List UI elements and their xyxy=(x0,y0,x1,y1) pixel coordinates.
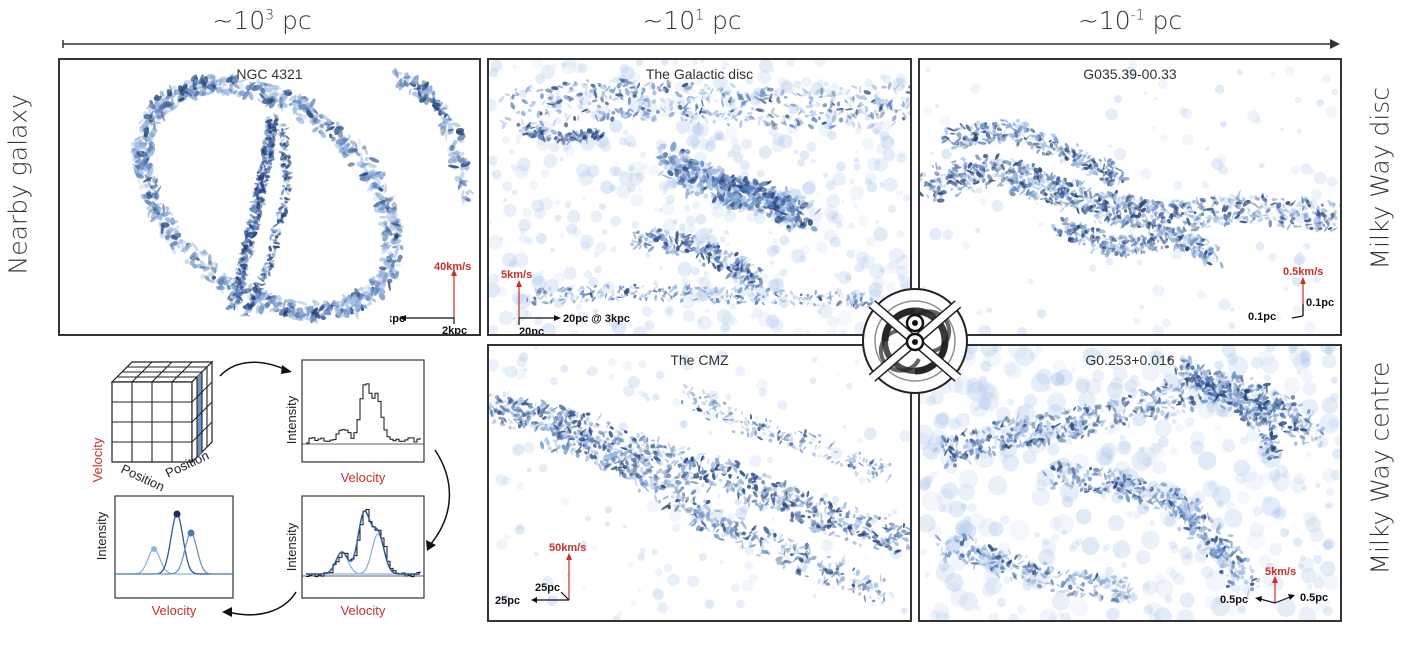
scale-label-cloud: ~10-1 pc xyxy=(1077,6,1183,35)
panel-title: NGC 4321 xyxy=(236,66,303,82)
x-scale-label: 2kpc xyxy=(390,313,405,325)
panel-g035: G035.39-00.33 0.5km/s 0.1pc 0.1pc xyxy=(918,58,1342,336)
velocity-scale-label: 5km/s xyxy=(501,269,532,281)
row-label-milky-way-disc: Milky Way disc xyxy=(1365,86,1395,270)
velocity-scale-label: 5km/s xyxy=(1265,566,1296,578)
galactic-disc-scalebar: 5km/s 20pc @ 3kpc 20pc xyxy=(501,269,630,336)
ngc4321-emission-map xyxy=(130,68,474,324)
g035-scalebar: 0.5km/s 0.1pc 0.1pc xyxy=(1248,266,1334,323)
panel-g0253: G0.253+0.016 5km/s 0.5pc 0.5pc xyxy=(918,344,1342,622)
g0253-scalebar: 5km/s 0.5pc 0.5pc xyxy=(1220,566,1328,606)
panel-title: G035.39-00.33 xyxy=(1083,66,1177,82)
panel-title: The Galactic disc xyxy=(645,66,754,82)
row-label-milky-way-centre: Milky Way centre xyxy=(1365,361,1395,575)
galactic-disc-emission-map xyxy=(489,60,910,334)
y-scale-label: 20pc xyxy=(519,326,544,336)
component-peak-2 xyxy=(173,510,181,518)
scale-label-galaxy: ~103 pc xyxy=(212,6,312,35)
ngc4321-scalebar: 40km/s 2kpc 2kpc xyxy=(390,261,471,335)
g0253-emission-map xyxy=(920,346,1340,620)
y-scale-label: 0.5pc xyxy=(1300,592,1328,604)
panel-galactic-disc: The Galactic disc 5km/s 20pc @ 3kpc 20pc xyxy=(487,58,912,336)
velocity-scale-label: 0.5km/s xyxy=(1283,266,1323,278)
row-label-nearby-galaxy: Nearby galaxy xyxy=(3,94,33,275)
component-peak-3 xyxy=(187,529,195,537)
fitted-spectrum-panel xyxy=(301,495,425,599)
scale-axis-arrow xyxy=(62,39,1340,49)
y-scale-label: 25pc xyxy=(535,582,560,594)
g035-emission-map xyxy=(920,60,1340,334)
panel-title: G0.253+0.016 xyxy=(1085,352,1175,368)
y-scale-label: 2kpc xyxy=(442,325,467,335)
panel-ngc4321: NGC 4321 40km/s 2kpc 2kpc xyxy=(58,58,481,336)
cube-position-label-1: Position xyxy=(119,461,167,494)
scale-label-disc: ~101 pc xyxy=(642,6,742,35)
decomposed-components-panel xyxy=(114,495,234,599)
x-scale-label: 0.1pc xyxy=(1248,311,1276,323)
fitted-velocity-label: Velocity xyxy=(341,603,386,618)
x-scale-label: 25pc xyxy=(495,595,520,607)
milky-way-locator-icon xyxy=(862,288,968,394)
spectrum-intensity-label: Intensity xyxy=(284,395,299,444)
cmz-scalebar: 50km/s 25pc 25pc xyxy=(495,542,586,607)
spectrum-velocity-label: Velocity xyxy=(341,470,386,485)
velocity-scale-label: 40km/s xyxy=(434,261,471,273)
fitted-intensity-label: Intensity xyxy=(284,522,299,571)
velocity-scale-label: 50km/s xyxy=(549,542,586,554)
panel-cmz: The CMZ 50km/s 25pc 25pc xyxy=(487,344,912,622)
x-scale-label: 20pc @ 3kpc xyxy=(563,313,630,325)
x-scale-label: 0.5pc xyxy=(1220,594,1248,606)
spectral-decomposition-schematic: Velocity Position Position Intensity Vel… xyxy=(90,359,451,618)
cube-velocity-label: Velocity xyxy=(90,437,105,482)
components-velocity-label: Velocity xyxy=(152,603,197,618)
component-peak-1 xyxy=(151,546,157,552)
cmz-emission-map xyxy=(489,346,910,620)
spectrum-panel xyxy=(301,359,425,463)
y-scale-label: 0.1pc xyxy=(1306,297,1334,309)
panel-title: The CMZ xyxy=(670,352,729,368)
components-intensity-label: Intensity xyxy=(94,511,109,560)
data-cube xyxy=(110,360,214,464)
